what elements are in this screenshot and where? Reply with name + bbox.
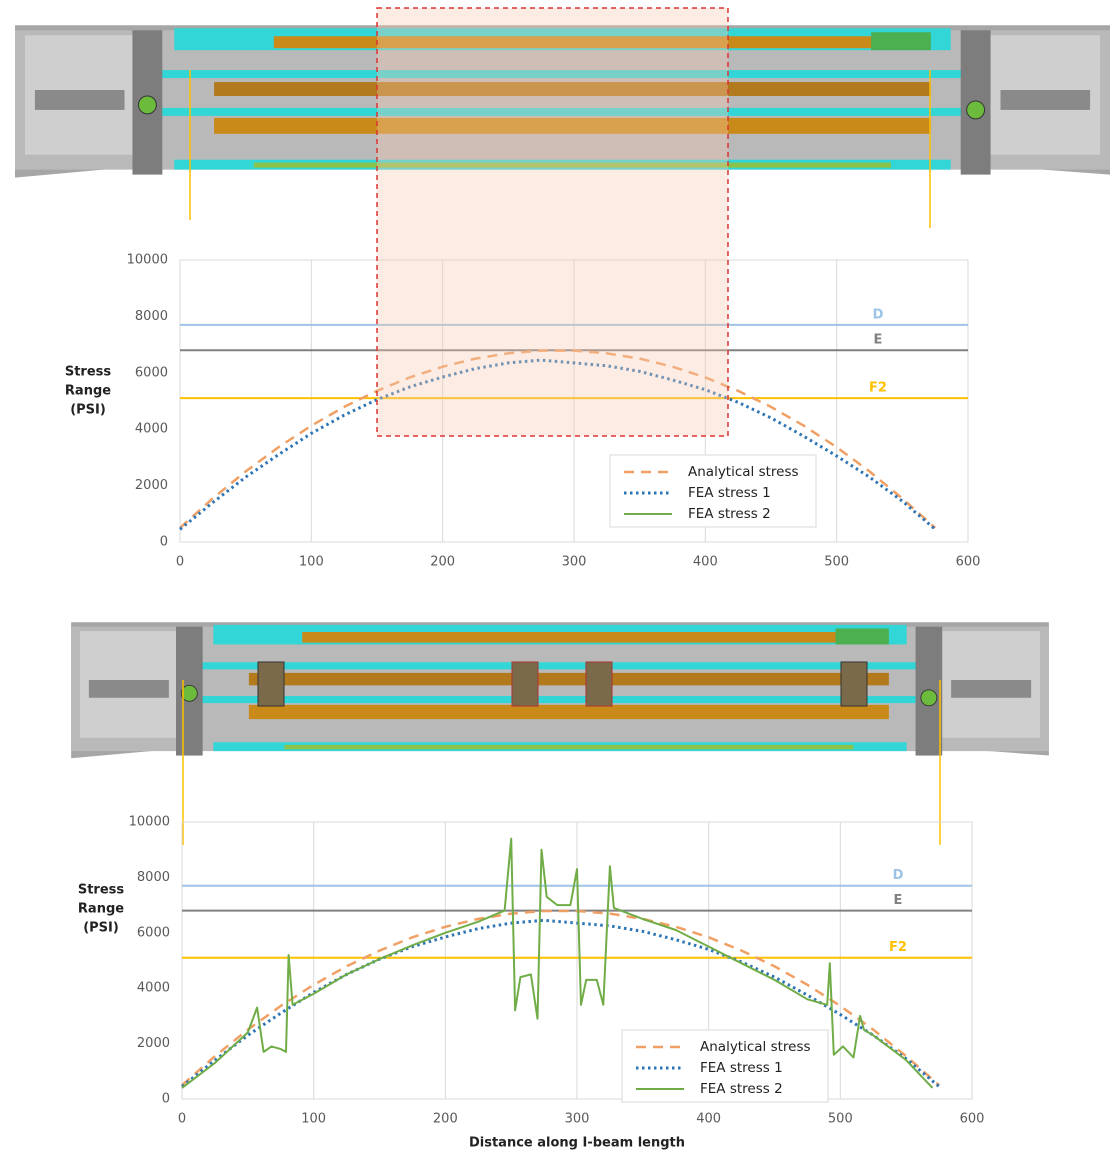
y-tick-label: 0 xyxy=(162,1092,170,1107)
x-tick-label: 0 xyxy=(178,1112,186,1127)
y-tick-label: 2000 xyxy=(137,1036,170,1051)
reference-label: E xyxy=(874,333,883,348)
reference-label: E xyxy=(894,893,903,908)
legend-label: FEA stress 1 xyxy=(700,1060,783,1076)
x-tick-label: 600 xyxy=(956,555,981,570)
y-axis-label: Range xyxy=(65,384,111,399)
reference-label: D xyxy=(873,307,884,322)
legend-label: FEA stress 2 xyxy=(688,506,771,522)
y-tick-label: 2000 xyxy=(135,478,168,493)
legend-label: FEA stress 2 xyxy=(700,1081,783,1097)
x-tick-label: 500 xyxy=(824,555,849,570)
y-axis-label: (PSI) xyxy=(83,921,119,936)
y-tick-label: 4000 xyxy=(137,981,170,996)
y-tick-label: 6000 xyxy=(137,925,170,940)
x-tick-label: 500 xyxy=(828,1112,853,1127)
reference-label: F2 xyxy=(869,381,887,396)
legend-label: Analytical stress xyxy=(688,464,799,480)
x-tick-label: 400 xyxy=(693,555,718,570)
legend-label: Analytical stress xyxy=(700,1039,811,1055)
y-axis-label: Stress xyxy=(65,365,112,380)
x-axis-label: Distance along I-beam length xyxy=(469,1136,685,1151)
y-tick-label: 8000 xyxy=(135,309,168,324)
legend-label: FEA stress 1 xyxy=(688,485,771,501)
highlight-region xyxy=(377,8,728,436)
y-axis-label: Stress xyxy=(78,883,125,898)
y-tick-label: 4000 xyxy=(135,422,168,437)
y-tick-label: 6000 xyxy=(135,365,168,380)
x-tick-label: 400 xyxy=(696,1112,721,1127)
x-tick-label: 600 xyxy=(960,1112,985,1127)
fea-image-bottom xyxy=(71,622,1049,845)
y-tick-label: 8000 xyxy=(137,870,170,885)
x-tick-label: 300 xyxy=(562,555,587,570)
x-tick-label: 200 xyxy=(433,1112,458,1127)
figure: 0100200300400500600020004000600080001000… xyxy=(0,0,1117,1155)
x-tick-label: 300 xyxy=(565,1112,590,1127)
legend: Analytical stress FEA stress 1 FEA stress … xyxy=(622,1030,828,1102)
reference-label: D xyxy=(893,868,904,883)
x-tick-label: 100 xyxy=(299,555,324,570)
y-tick-label: 10000 xyxy=(127,253,168,268)
reference-label: F2 xyxy=(889,940,907,955)
y-tick-label: 0 xyxy=(160,535,168,550)
y-axis-label: Range xyxy=(78,902,124,917)
x-tick-label: 0 xyxy=(176,555,184,570)
legend: Analytical stress FEA stress 1 FEA stress … xyxy=(610,455,816,527)
x-tick-label: 100 xyxy=(301,1112,326,1127)
y-axis-label: (PSI) xyxy=(70,403,106,418)
y-tick-label: 10000 xyxy=(129,815,170,830)
x-tick-label: 200 xyxy=(430,555,455,570)
